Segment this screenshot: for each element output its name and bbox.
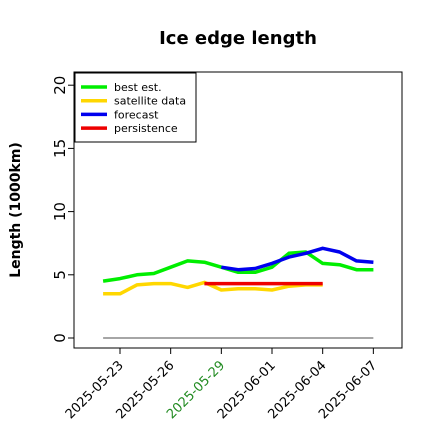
legend-label: forecast xyxy=(114,108,159,121)
y-tick-label: 0 xyxy=(51,333,69,343)
y-tick-label: 10 xyxy=(51,202,69,221)
legend-label: satellite data xyxy=(114,95,186,108)
series-line-satellite-data xyxy=(103,280,323,296)
series-line-best-est- xyxy=(102,250,374,283)
y-tick-label: 5 xyxy=(51,270,69,280)
y-tick-label: 15 xyxy=(51,139,69,158)
y-axis: 0 5 10 15 20 xyxy=(51,76,74,343)
y-axis-label: Length (1000km) xyxy=(8,142,24,278)
series-line-forecast xyxy=(221,246,374,272)
legend-label: persistence xyxy=(114,122,178,135)
chart-title: Ice edge length xyxy=(159,28,317,49)
series-layer xyxy=(102,246,374,339)
x-axis: 2025-05-232025-05-262025-05-292025-06-01… xyxy=(63,348,380,422)
legend-box xyxy=(74,72,197,143)
legend: best est.satellite dataforecastpersisten… xyxy=(74,72,197,143)
y-tick-label: 20 xyxy=(51,76,69,95)
plot-frame xyxy=(73,71,403,349)
legend-label: best est. xyxy=(114,81,162,94)
